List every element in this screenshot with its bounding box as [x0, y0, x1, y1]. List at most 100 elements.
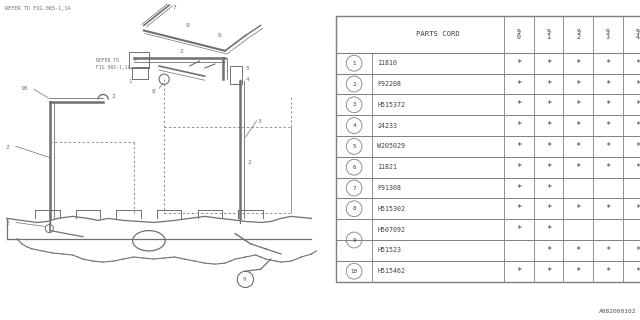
Text: *: * — [605, 204, 611, 213]
Text: H51523: H51523 — [377, 247, 401, 253]
Text: 9
3: 9 3 — [606, 29, 610, 40]
Text: *: * — [516, 225, 522, 234]
Text: REFER TO FIG.065-1,1A: REFER TO FIG.065-1,1A — [4, 6, 70, 11]
Text: 5: 5 — [245, 66, 249, 71]
Text: FIG 065-1,1A: FIG 065-1,1A — [96, 65, 131, 69]
Text: 11810: 11810 — [377, 60, 397, 66]
Bar — [336, 53, 640, 74]
Text: PARTS CORD: PARTS CORD — [416, 31, 460, 37]
Text: *: * — [516, 183, 522, 193]
Text: 9: 9 — [243, 277, 246, 282]
Bar — [336, 74, 640, 94]
Text: 2: 2 — [134, 57, 137, 62]
Text: 3: 3 — [353, 102, 356, 107]
Text: *: * — [635, 100, 640, 109]
Text: H515372: H515372 — [377, 102, 405, 108]
Bar — [336, 94, 640, 115]
Text: *: * — [516, 267, 522, 276]
Text: 6: 6 — [353, 165, 356, 170]
Bar — [336, 16, 640, 282]
Text: 4: 4 — [245, 77, 249, 82]
Text: 4: 4 — [353, 123, 356, 128]
Bar — [336, 198, 640, 219]
Bar — [336, 157, 640, 178]
Text: *: * — [575, 267, 581, 276]
Bar — [336, 178, 640, 198]
Text: *: * — [546, 59, 551, 68]
Text: 3: 3 — [257, 119, 261, 124]
Text: *: * — [575, 100, 581, 109]
Text: *: * — [575, 142, 581, 151]
Text: *: * — [516, 163, 522, 172]
Text: 2: 2 — [111, 94, 115, 99]
Text: *: * — [575, 79, 581, 89]
Text: 9
1: 9 1 — [547, 29, 550, 40]
Text: *: * — [546, 183, 551, 193]
Text: *: * — [516, 79, 522, 89]
Text: *: * — [635, 163, 640, 172]
Text: *: * — [605, 79, 611, 89]
Text: 2: 2 — [179, 49, 183, 54]
Text: *: * — [635, 59, 640, 68]
Text: 7: 7 — [353, 186, 356, 190]
Text: *: * — [635, 204, 640, 213]
Text: 8: 8 — [152, 89, 156, 94]
Text: 2: 2 — [353, 82, 356, 86]
Text: 9
4: 9 4 — [636, 29, 640, 40]
Text: *: * — [546, 79, 551, 89]
Text: *: * — [516, 121, 522, 130]
Text: *: * — [546, 100, 551, 109]
Bar — [230, 66, 243, 84]
Text: F91308: F91308 — [377, 185, 401, 191]
Text: H515302: H515302 — [377, 206, 405, 212]
Text: 10: 10 — [20, 86, 28, 91]
Text: H507092: H507092 — [377, 227, 405, 233]
Text: *: * — [635, 121, 640, 130]
Text: 2: 2 — [248, 160, 251, 165]
Text: *: * — [546, 121, 551, 130]
Text: *: * — [575, 121, 581, 130]
Text: 2: 2 — [6, 145, 10, 150]
Text: *: * — [605, 142, 611, 151]
Text: 5: 5 — [353, 144, 356, 149]
Text: 10: 10 — [351, 269, 358, 274]
Text: *: * — [605, 59, 611, 68]
Bar — [336, 261, 640, 282]
Text: 24233: 24233 — [377, 123, 397, 129]
Text: 9
0: 9 0 — [516, 29, 521, 40]
Text: 2: 2 — [6, 221, 10, 226]
Text: *: * — [546, 246, 551, 255]
Text: 1: 1 — [129, 79, 132, 84]
Text: *: * — [575, 163, 581, 172]
Text: *: * — [605, 163, 611, 172]
Bar — [336, 136, 640, 157]
Text: 9
2: 9 2 — [576, 29, 580, 40]
Bar — [336, 240, 640, 261]
Text: *: * — [546, 267, 551, 276]
Text: *: * — [635, 267, 640, 276]
Text: *: * — [516, 100, 522, 109]
Bar — [336, 219, 640, 240]
Text: *: * — [575, 246, 581, 255]
Text: *: * — [635, 246, 640, 255]
Text: 7: 7 — [172, 4, 176, 10]
Text: F92208: F92208 — [377, 81, 401, 87]
Text: *: * — [605, 100, 611, 109]
Text: *: * — [546, 142, 551, 151]
Text: *: * — [516, 204, 522, 213]
Text: *: * — [605, 246, 611, 255]
Text: A082000102: A082000102 — [599, 308, 637, 314]
Text: *: * — [575, 204, 581, 213]
Text: 8: 8 — [353, 206, 356, 211]
Text: 1: 1 — [353, 61, 356, 66]
Text: 9: 9 — [186, 23, 189, 28]
Bar — [336, 16, 640, 53]
Text: *: * — [635, 79, 640, 89]
Text: 9: 9 — [352, 237, 356, 243]
Text: 11821: 11821 — [377, 164, 397, 170]
Text: *: * — [605, 267, 611, 276]
Text: REFER TO: REFER TO — [96, 59, 119, 63]
Text: *: * — [516, 59, 522, 68]
Bar — [129, 52, 149, 68]
Text: *: * — [546, 225, 551, 234]
